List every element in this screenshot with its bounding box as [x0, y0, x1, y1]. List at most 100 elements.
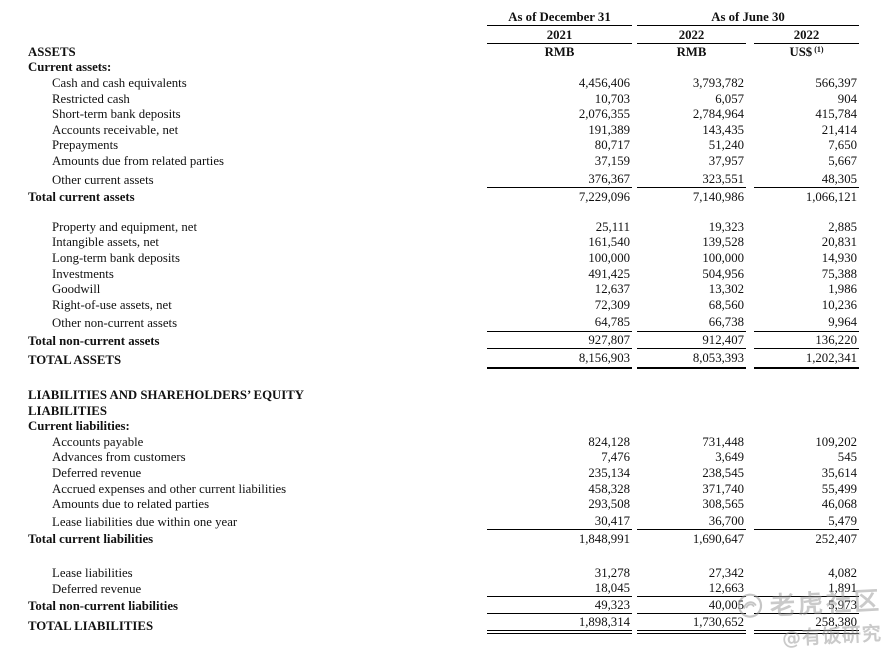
amount-cell: 55,499 — [821, 481, 857, 496]
table-row: Accounts payable 824,128 731,448 109,202 — [24, 434, 888, 450]
amount-cell: 2,076,355 — [578, 107, 630, 122]
amount-cell: 136,220 — [754, 333, 859, 350]
spacer-row — [24, 205, 888, 219]
table-row: Investments 491,425 504,956 75,388 — [24, 266, 888, 282]
row-label: Total current assets — [28, 190, 135, 205]
amount-cell: 18,045 — [487, 581, 632, 597]
amount-cell: 48,305 — [754, 172, 859, 188]
amount-cell: 66,738 — [637, 315, 746, 332]
amount-cell: 927,807 — [487, 333, 632, 350]
amount-cell: 49,323 — [487, 598, 632, 615]
row-label: Deferred revenue — [52, 581, 142, 596]
row-label: Lease liabilities due within one year — [52, 514, 238, 529]
row-label: Amounts due from related parties — [52, 153, 224, 168]
amount-cell: 100,000 — [588, 250, 630, 265]
amount-cell: 5,479 — [754, 514, 859, 531]
row-label: LIABILITIES AND SHAREHOLDERS’ EQUITY — [28, 388, 305, 403]
amount-cell: 21,414 — [821, 122, 857, 137]
row-label: Short-term bank deposits — [52, 107, 181, 122]
amount-cell: 731,448 — [702, 434, 744, 449]
amount-cell: 824,128 — [588, 434, 630, 449]
amount-cell: 2,885 — [828, 219, 857, 234]
amount-cell: 7,229,096 — [578, 190, 630, 205]
table-row: Total current liabilities 1,848,991 1,690,… — [24, 532, 888, 548]
amount-cell: 376,367 — [487, 172, 632, 188]
table-row: Goodwill 12,637 13,302 1,986 — [24, 282, 888, 298]
table-row: Accounts receivable, net 191,389 143,435 21… — [24, 122, 888, 138]
amount-cell: 27,342 — [708, 566, 744, 581]
amount-cell: 1,898,314 — [487, 615, 632, 634]
table-row: Cash and cash equivalents 4,456,406 3,793,… — [24, 76, 888, 92]
amount-cell: 4,082 — [828, 566, 857, 581]
row-label: Total non-current liabilities — [28, 599, 179, 614]
amount-cell: 161,540 — [588, 235, 630, 250]
row-label: Other non-current assets — [52, 316, 178, 331]
row-label: Lease liabilities — [52, 566, 133, 581]
amount-cell: 191,389 — [588, 122, 630, 137]
table-row: Amounts due from related parties 37,159 37… — [24, 154, 888, 170]
table-row: Other non-current assets 64,785 66,738 9,96… — [24, 315, 888, 332]
table-row: Long-term bank deposits 100,000 100,000 14,… — [24, 251, 888, 267]
amount-cell: 7,650 — [828, 138, 857, 153]
amount-cell: 235,134 — [588, 466, 630, 481]
amount-cell: 3,793,782 — [692, 75, 744, 90]
table-row: Current liabilities: — [24, 419, 888, 435]
table-row: Other current assets 376,367 323,551 48,305 — [24, 172, 888, 188]
amount-cell: 491,425 — [588, 266, 630, 281]
row-label: TOTAL ASSETS — [28, 353, 122, 368]
table-row: LIABILITIES AND SHAREHOLDERS’ EQUITY — [24, 388, 888, 404]
amount-cell: 1,891 — [754, 581, 859, 597]
amount-cell: 10,703 — [594, 91, 630, 106]
amount-cell: 30,417 — [487, 514, 632, 531]
amount-cell: 139,528 — [702, 235, 744, 250]
table-row: Right-of-use assets, net 72,309 68,560 10,2… — [24, 297, 888, 313]
amount-cell: 323,551 — [637, 172, 746, 188]
row-label: Investments — [52, 266, 114, 281]
table-row: Total non-current assets 927,807 912,407 13… — [24, 333, 888, 350]
table-row: Prepayments 80,717 51,240 7,650 — [24, 138, 888, 154]
row-label: Cash and cash equivalents — [52, 75, 187, 90]
row-label: Other current assets — [52, 172, 154, 187]
table-row: Deferred revenue 235,134 238,545 35,614 — [24, 466, 888, 482]
amount-cell: 1,848,991 — [578, 532, 630, 547]
amount-cell: 20,831 — [821, 235, 857, 250]
table-row: Lease liabilities 31,278 27,342 4,082 — [24, 566, 888, 582]
amount-cell: 12,637 — [594, 282, 630, 297]
table-row: Amounts due to related parties 293,508 308… — [24, 497, 888, 513]
row-label: Accrued expenses and other current liabi… — [52, 481, 287, 496]
table-row: LIABILITIES — [24, 403, 888, 419]
row-label: Deferred revenue — [52, 466, 142, 481]
table-row: Accrued expenses and other current liabi… — [24, 481, 888, 497]
amount-cell: 904 — [837, 91, 857, 106]
row-label: Current assets: — [28, 60, 112, 75]
amount-cell: 238,545 — [702, 466, 744, 481]
amount-cell: 35,614 — [821, 466, 857, 481]
table-body: Current assets: Cash and cash equivalents… — [24, 60, 888, 634]
spacer-row — [24, 548, 888, 566]
column-group-june: As of June 30 — [637, 10, 859, 26]
row-label: Long-term bank deposits — [52, 250, 180, 265]
row-label: Property and equipment, net — [52, 219, 197, 234]
amount-cell: 80,717 — [594, 138, 630, 153]
table-row: Intangible assets, net 161,540 139,528 20,8… — [24, 235, 888, 251]
table-row: Short-term bank deposits 2,076,355 2,784,9… — [24, 107, 888, 123]
amount-cell: 40,005 — [637, 598, 746, 615]
amount-cell: 143,435 — [702, 122, 744, 137]
amount-cell: 1,066,121 — [805, 190, 857, 205]
amount-cell: 1,690,647 — [692, 532, 744, 547]
table-row: Deferred revenue 18,045 12,663 1,891 — [24, 581, 888, 597]
amount-cell: 5,667 — [828, 153, 857, 168]
amount-cell: 19,323 — [708, 219, 744, 234]
year-label-2021: 2021 — [487, 28, 632, 44]
amount-cell: 5,973 — [754, 598, 859, 615]
table-row: TOTAL LIABILITIES 1,898,314 1,730,652 258,3… — [24, 615, 888, 634]
year-label-2022-rmb: 2022 — [637, 28, 746, 44]
amount-cell: 75,388 — [821, 266, 857, 281]
table-row: TOTAL ASSETS 8,156,903 8,053,393 1,202,341 — [24, 351, 888, 369]
amount-cell: 252,407 — [815, 532, 857, 547]
row-label: Total current liabilities — [28, 532, 154, 547]
table-row: Total current assets 7,229,096 7,140,986 1,… — [24, 190, 888, 206]
amount-cell: 64,785 — [487, 315, 632, 332]
amount-cell: 458,328 — [588, 481, 630, 496]
